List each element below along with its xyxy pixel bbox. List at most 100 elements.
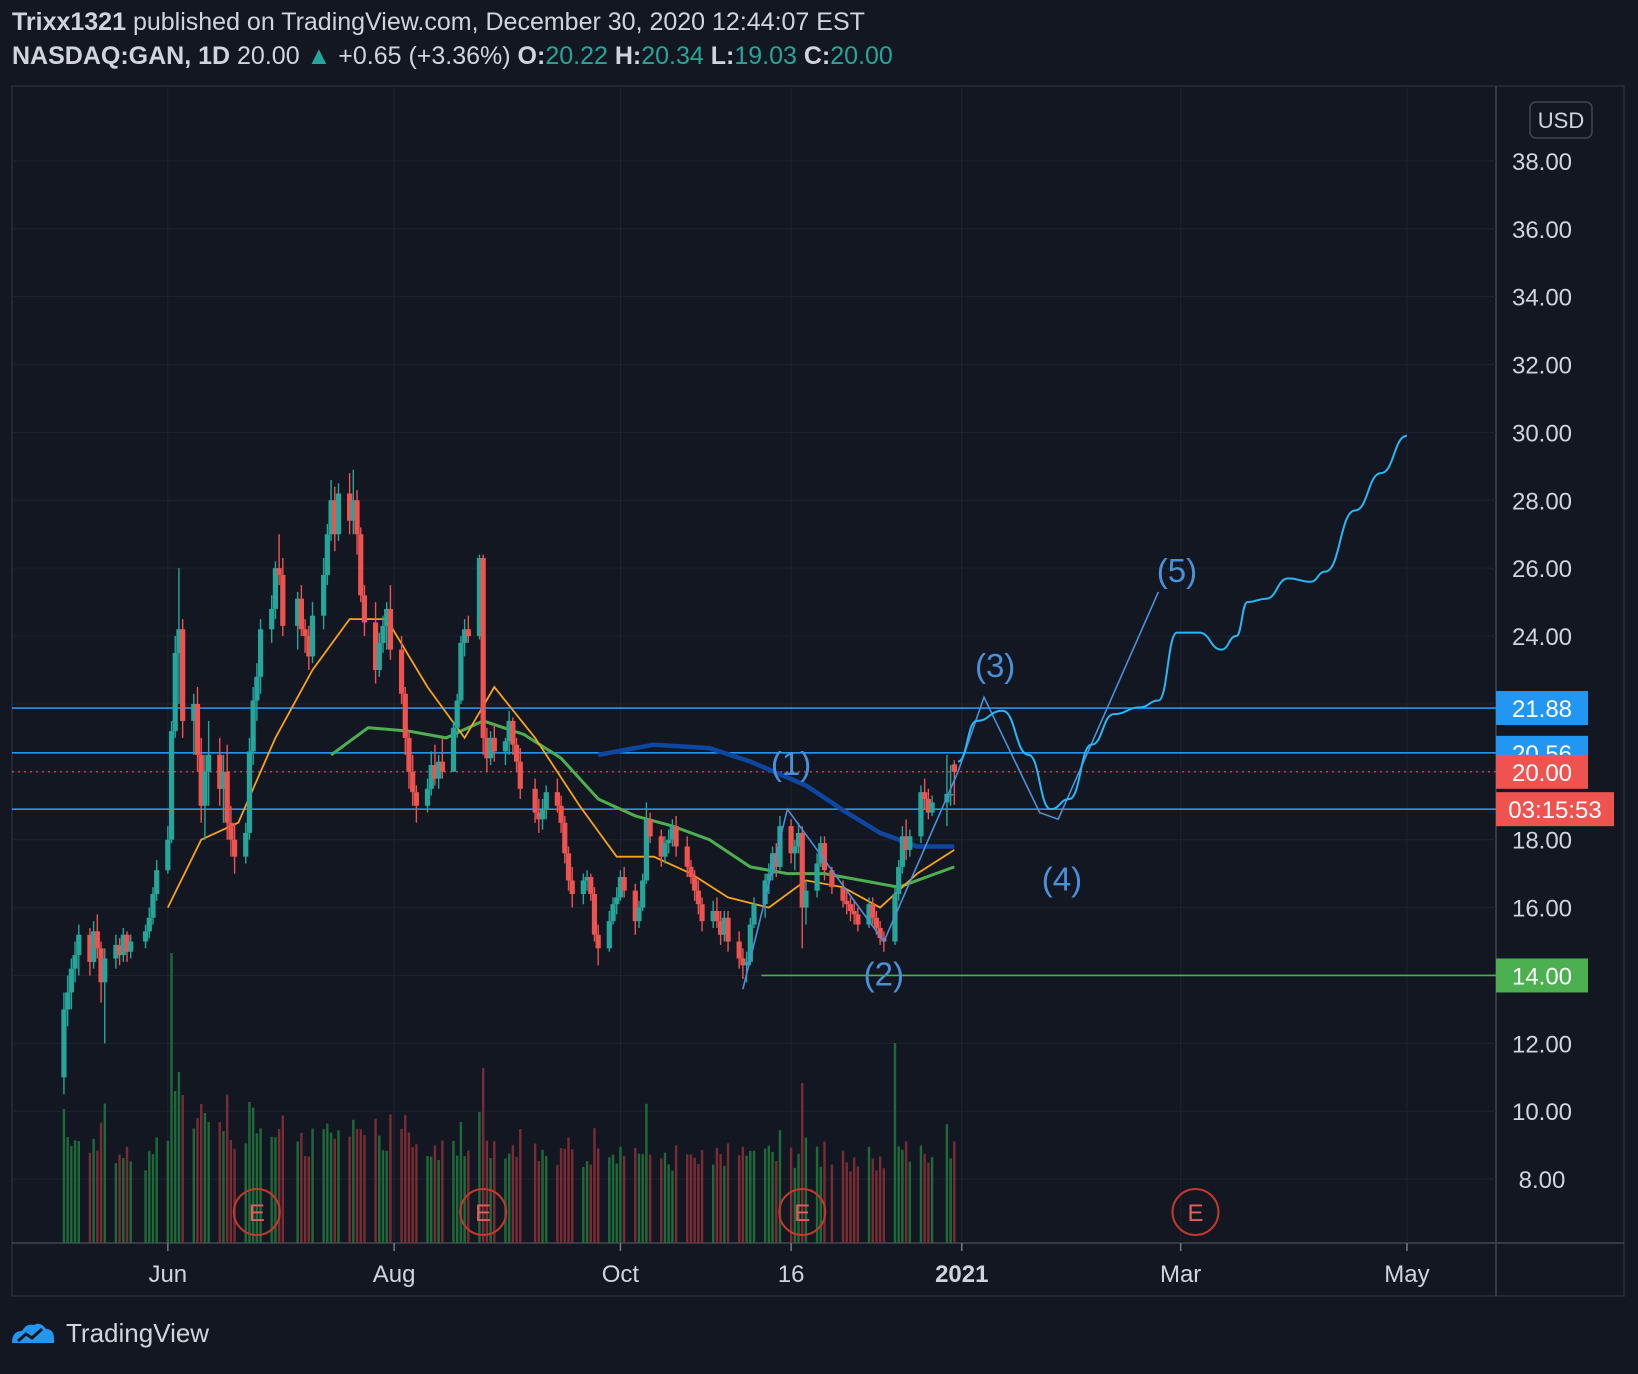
volume-bar <box>563 1148 566 1243</box>
earnings-marker[interactable]: E <box>1171 1188 1220 1236</box>
candle <box>814 853 820 898</box>
candle <box>773 843 779 878</box>
volume-bar <box>66 1137 69 1243</box>
candle <box>532 778 538 823</box>
candle <box>254 663 260 721</box>
candle <box>792 839 798 871</box>
open-value: 20.22 <box>545 42 608 70</box>
volume-bar <box>426 1156 429 1243</box>
volume-bar <box>181 1095 184 1243</box>
volume-bar <box>103 1103 106 1243</box>
volume-bar <box>945 1124 949 1243</box>
volume-bar <box>622 1155 626 1243</box>
volume-bar <box>804 1137 808 1243</box>
volume-bar <box>229 1140 233 1243</box>
candle <box>450 720 457 772</box>
earnings-marker[interactable]: E <box>232 1188 281 1236</box>
earnings-label: E <box>249 1200 265 1227</box>
earnings-marker[interactable]: E <box>459 1188 508 1236</box>
candle <box>94 914 100 959</box>
volume-bar <box>745 1155 748 1243</box>
volume-bar <box>196 1118 199 1243</box>
volume-bar <box>901 1149 904 1243</box>
candle <box>206 720 212 806</box>
candle <box>102 948 108 1044</box>
candle <box>280 557 286 637</box>
candle <box>640 873 646 911</box>
y-tick-label: 28.00 <box>1512 488 1572 515</box>
candle <box>513 737 520 772</box>
candle <box>851 900 857 925</box>
volume-bar <box>723 1165 726 1243</box>
volume-bar <box>767 1145 771 1243</box>
price-tag: 14.00 <box>1496 958 1588 993</box>
volume-bar <box>801 1083 804 1243</box>
candle <box>710 900 716 928</box>
earnings-marker[interactable]: E <box>778 1188 827 1236</box>
candle <box>591 887 598 942</box>
volume-bar <box>667 1164 670 1243</box>
y-tick-label: 12.00 <box>1512 1031 1572 1058</box>
candle <box>766 863 772 895</box>
volume-bar <box>697 1164 700 1243</box>
volume-bar <box>556 1165 559 1243</box>
tradingview-brand[interactable]: TradingView <box>66 1318 210 1348</box>
volume-bar <box>645 1103 648 1243</box>
y-tick-label: 10.00 <box>1512 1099 1572 1126</box>
low-label: L: <box>710 42 735 70</box>
price-tag: 21.88 <box>1496 691 1588 726</box>
volume-bar <box>719 1154 722 1243</box>
candle <box>480 554 486 755</box>
candle <box>462 619 468 657</box>
candle <box>191 693 197 755</box>
y-tick-label: 32.00 <box>1512 353 1572 380</box>
candle <box>243 822 249 864</box>
candle <box>740 948 746 979</box>
candle <box>762 873 768 918</box>
volume-bar <box>856 1166 860 1243</box>
candle <box>358 527 364 603</box>
volume-bar <box>277 1129 281 1243</box>
candle <box>91 921 97 969</box>
candle <box>929 795 935 816</box>
author-name[interactable]: Trixx1321 <box>12 8 126 36</box>
candle <box>465 615 471 643</box>
volume-bar <box>871 1158 874 1243</box>
volume-bar <box>689 1154 693 1243</box>
elliott-wave-path <box>742 591 1160 990</box>
currency-badge[interactable]: USD <box>1529 101 1593 139</box>
volume-bar <box>641 1154 644 1243</box>
low-value: 19.03 <box>734 42 797 70</box>
volume-bar <box>671 1170 674 1243</box>
candle <box>866 897 872 928</box>
symbol-name[interactable]: NASDAQ:GAN, 1D <box>12 42 231 70</box>
price-change: +0.65 (+3.36%) <box>338 42 511 70</box>
earnings-label: E <box>475 1200 491 1227</box>
price-tag-label: 21.88 <box>1512 696 1572 723</box>
volume-bar <box>92 1138 95 1243</box>
volume-bar <box>559 1148 563 1243</box>
candle <box>306 625 312 670</box>
candle <box>232 822 238 874</box>
volume-bar <box>411 1147 414 1243</box>
candle <box>347 473 353 535</box>
candle <box>588 873 594 901</box>
volume-bar <box>244 1143 247 1243</box>
y-tick-label: 38.00 <box>1512 149 1572 176</box>
candle <box>309 602 316 664</box>
volume-bar <box>363 1135 366 1243</box>
symbol-legend: NASDAQ:GAN, 1D 20.00 ▲ +0.65 (+3.36%) O:… <box>12 42 893 71</box>
high-value: 20.34 <box>641 42 704 70</box>
x-tick-label: Oct <box>602 1261 640 1288</box>
volume-bar <box>307 1156 310 1243</box>
volume-bar <box>648 1154 652 1243</box>
y-tick-label: 36.00 <box>1512 217 1572 244</box>
volume-bar <box>62 1109 66 1243</box>
volume-bar <box>311 1128 314 1243</box>
candle <box>335 483 342 542</box>
volume-bar <box>481 1068 485 1243</box>
volume-bar <box>845 1162 848 1243</box>
candle <box>580 873 586 905</box>
candle <box>128 934 134 959</box>
